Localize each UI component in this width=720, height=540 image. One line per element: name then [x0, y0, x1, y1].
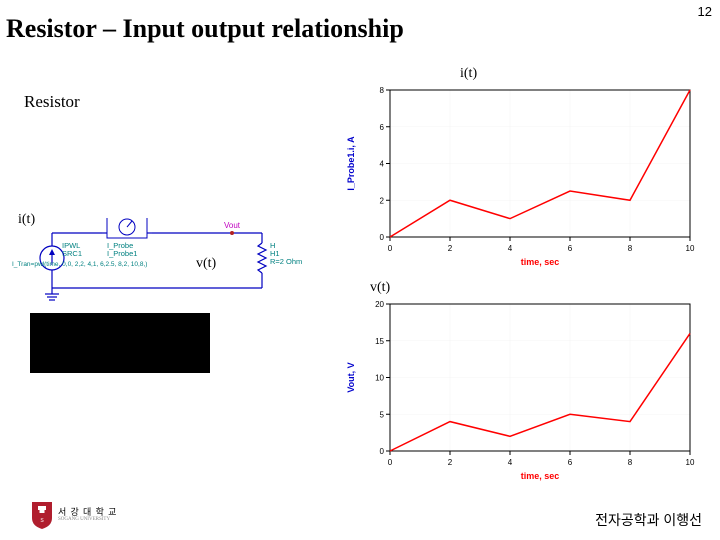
svg-text:6: 6: [568, 458, 573, 467]
footer-credit: 전자공학과 이행선: [595, 510, 702, 530]
label-vt-chart: v(t): [370, 280, 390, 296]
svg-text:time, sec: time, sec: [521, 257, 560, 267]
circuit-rval: R=2 Ohm: [270, 257, 302, 266]
chart-voltage: 0 2 4 6 8 10 0 5 10 15 20 time, sec Vout, V: [340, 296, 700, 481]
label-it-top: i(t): [460, 66, 477, 82]
logo-korean: 서 강 대 학 교: [58, 507, 117, 518]
svg-text:10: 10: [375, 374, 384, 383]
svg-text:6: 6: [380, 123, 385, 132]
svg-text:4: 4: [380, 160, 385, 169]
equation-redacted-box: [30, 313, 210, 373]
svg-text:I_Probe1.i, A: I_Probe1.i, A: [346, 136, 356, 191]
svg-text:8: 8: [380, 86, 385, 95]
svg-text:6: 6: [568, 244, 573, 253]
svg-text:5: 5: [380, 410, 385, 419]
svg-text:2: 2: [448, 458, 453, 467]
svg-text:time, sec: time, sec: [521, 471, 560, 481]
svg-text:0: 0: [388, 458, 393, 467]
svg-text:2: 2: [380, 196, 385, 205]
svg-text:4: 4: [508, 244, 513, 253]
university-logo: S 서 강 대 학 교 SOGANG UNIVERSITY: [30, 500, 117, 530]
svg-text:10: 10: [686, 244, 695, 253]
svg-text:4: 4: [508, 458, 513, 467]
svg-text:8: 8: [628, 244, 633, 253]
circuit-src-label3: I_Tran=pwl(time, 0,0, 2,2, 4,1, 6,2.5, 8…: [12, 261, 147, 268]
circuit-vout: Vout: [224, 221, 241, 230]
page-number: 12: [698, 4, 712, 19]
label-resistor: Resistor: [24, 92, 80, 112]
svg-text:0: 0: [380, 447, 385, 456]
circuit-src-label2: SRC1: [62, 249, 82, 258]
chart-current: 0 2 4 6 8 10 0 2 4 6 8 time, sec I_Probe1.i, A: [340, 82, 700, 267]
svg-text:0: 0: [388, 244, 393, 253]
circuit-diagram: IPWL SRC1 I_Tran=pwl(time, 0,0, 2,2, 4,1…: [12, 218, 312, 308]
page-title: Resistor – Input output relationship: [6, 14, 404, 44]
svg-text:Vout, V: Vout, V: [346, 362, 356, 392]
svg-text:0: 0: [380, 233, 385, 242]
svg-text:2: 2: [448, 244, 453, 253]
svg-text:20: 20: [375, 300, 384, 309]
logo-english: SOGANG UNIVERSITY: [58, 517, 117, 523]
circuit-probe2: I_Probe1: [107, 249, 137, 258]
shield-icon: S: [30, 500, 54, 530]
svg-text:15: 15: [375, 337, 384, 346]
svg-text:8: 8: [628, 458, 633, 467]
svg-text:10: 10: [686, 458, 695, 467]
